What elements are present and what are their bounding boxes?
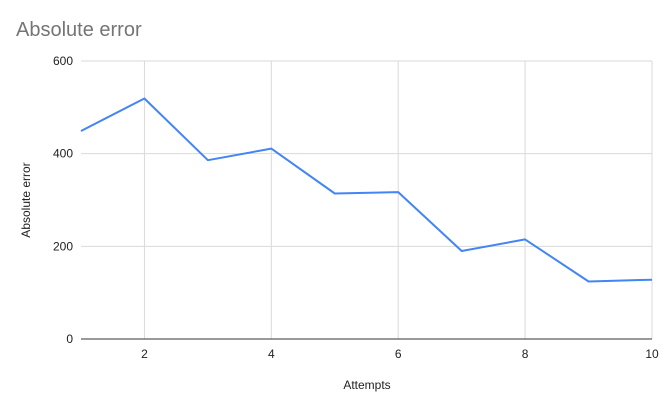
x-tick-label: 10 [645,347,659,361]
y-tick-label: 400 [53,147,73,161]
x-tick-label: 6 [395,347,402,361]
x-tick-label: 2 [141,347,148,361]
y-tick-labels: 0 200 400 600 [53,54,73,346]
x-tick-labels: 2 4 6 8 10 [141,347,659,361]
x-tick-label: 4 [268,347,275,361]
series-line [80,97,653,283]
x-tick-label: 8 [522,347,529,361]
y-tick-label: 600 [53,54,73,68]
y-axis-label: Absolute error [19,162,33,237]
chart-title: Absolute error [16,19,142,41]
series-group [80,97,653,283]
y-tick-label: 0 [66,332,73,346]
y-tick-label: 200 [53,239,73,253]
x-axis-label: Attempts [343,378,390,392]
grid-lines [81,60,653,339]
